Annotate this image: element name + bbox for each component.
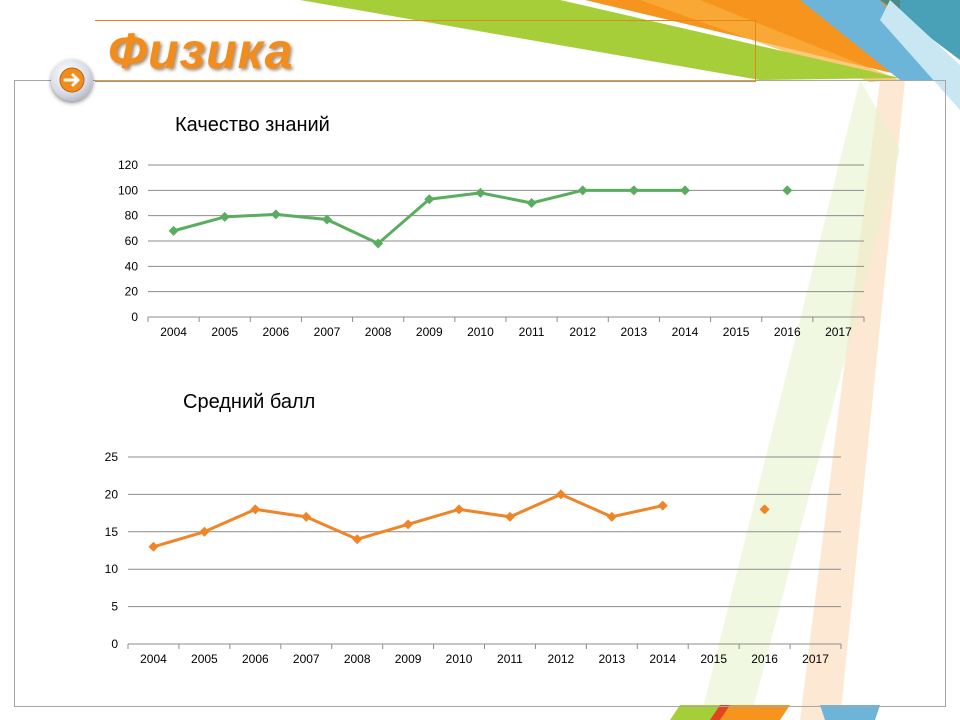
x-tick-label: 2011 bbox=[497, 652, 523, 666]
slide-title: Физика bbox=[108, 23, 294, 79]
arrow-right-icon bbox=[59, 67, 85, 93]
x-tick-label: 2014 bbox=[672, 325, 699, 339]
data-point bbox=[759, 504, 770, 515]
x-tick-label: 2006 bbox=[242, 652, 269, 666]
y-tick-label: 80 bbox=[125, 209, 139, 223]
x-tick-label: 2009 bbox=[416, 325, 443, 339]
bottom-blue-strip bbox=[820, 705, 880, 720]
x-tick-label: 2007 bbox=[293, 652, 320, 666]
data-point bbox=[373, 238, 384, 249]
chart1-title: Качество знаний bbox=[175, 114, 330, 136]
content-frame bbox=[14, 80, 946, 707]
x-tick-label: 2005 bbox=[211, 325, 238, 339]
y-tick-label: 0 bbox=[111, 637, 118, 651]
x-tick-label: 2006 bbox=[263, 325, 290, 339]
title-box bbox=[95, 20, 756, 82]
data-point bbox=[555, 489, 566, 500]
x-tick-label: 2012 bbox=[548, 652, 575, 666]
data-point bbox=[219, 211, 230, 222]
pale-blue-ribbon bbox=[880, 0, 960, 110]
data-point bbox=[270, 209, 281, 220]
chart2-title: Средний балл bbox=[183, 391, 316, 413]
y-tick-label: 60 bbox=[125, 234, 139, 248]
bottom-green-strip bbox=[670, 705, 720, 720]
x-tick-label: 2013 bbox=[598, 652, 625, 666]
data-point bbox=[403, 519, 414, 530]
data-point bbox=[322, 214, 332, 225]
data-point bbox=[199, 526, 210, 537]
x-tick-label: 2007 bbox=[314, 325, 341, 339]
y-tick-label: 20 bbox=[105, 487, 119, 501]
data-point bbox=[657, 500, 668, 511]
y-tick-label: 20 bbox=[125, 285, 139, 299]
y-tick-label: 5 bbox=[111, 600, 118, 614]
y-tick-label: 40 bbox=[125, 259, 139, 273]
x-tick-label: 2005 bbox=[191, 652, 218, 666]
data-point bbox=[504, 511, 515, 522]
bottom-orange-strip bbox=[720, 705, 790, 720]
x-tick-label: 2008 bbox=[344, 652, 371, 666]
data-point bbox=[148, 541, 159, 552]
x-tick-label: 2010 bbox=[446, 652, 473, 666]
x-tick-label: 2013 bbox=[621, 325, 648, 339]
x-tick-label: 2016 bbox=[774, 325, 801, 339]
x-tick-label: 2004 bbox=[140, 652, 167, 666]
data-point bbox=[680, 185, 690, 196]
right-green-stripe bbox=[700, 80, 900, 720]
data-point bbox=[577, 185, 588, 196]
y-tick-label: 0 bbox=[131, 310, 138, 324]
x-tick-label: 2017 bbox=[802, 652, 829, 666]
x-tick-label: 2015 bbox=[723, 325, 750, 339]
x-tick-label: 2014 bbox=[649, 652, 676, 666]
data-point bbox=[424, 194, 435, 205]
x-tick-label: 2017 bbox=[825, 325, 852, 339]
x-tick-label: 2010 bbox=[467, 325, 494, 339]
x-tick-label: 2009 bbox=[395, 652, 422, 666]
x-tick-label: 2008 bbox=[365, 325, 392, 339]
data-point bbox=[250, 504, 261, 515]
data-point bbox=[526, 198, 537, 208]
data-point bbox=[301, 511, 312, 522]
data-point bbox=[606, 511, 617, 522]
blue-ribbon bbox=[800, 0, 945, 80]
data-point bbox=[628, 185, 639, 196]
data-point bbox=[782, 185, 793, 196]
right-orange-stripe bbox=[800, 80, 905, 720]
data-point bbox=[352, 534, 363, 545]
y-tick-label: 10 bbox=[105, 562, 119, 576]
y-tick-label: 25 bbox=[105, 450, 119, 464]
data-point bbox=[475, 187, 486, 198]
x-tick-label: 2011 bbox=[519, 325, 545, 339]
nav-arrow-button[interactable] bbox=[51, 59, 93, 101]
x-tick-label: 2016 bbox=[751, 652, 778, 666]
data-point bbox=[168, 225, 179, 236]
x-tick-label: 2012 bbox=[569, 325, 596, 339]
x-tick-label: 2004 bbox=[160, 325, 187, 339]
y-tick-label: 15 bbox=[105, 525, 119, 539]
y-tick-label: 120 bbox=[118, 158, 138, 172]
y-tick-label: 100 bbox=[118, 183, 138, 197]
x-tick-label: 2015 bbox=[700, 652, 727, 666]
data-point bbox=[454, 504, 465, 515]
